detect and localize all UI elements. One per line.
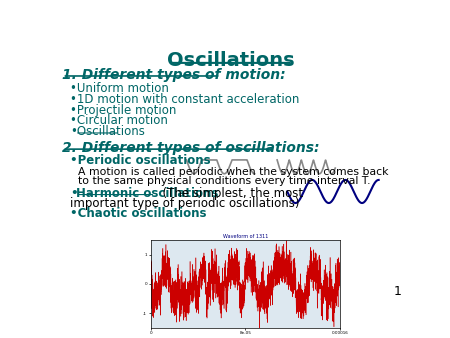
Text: (The simplest, the most: (The simplest, the most	[155, 187, 303, 200]
Text: •: •	[70, 187, 78, 200]
Text: A motion is called periodic when the system comes back: A motion is called periodic when the sys…	[78, 167, 388, 177]
Text: •Projectile motion: •Projectile motion	[70, 104, 176, 117]
Text: •Uniform motion: •Uniform motion	[70, 82, 169, 95]
Text: •Chaotic oscillations: •Chaotic oscillations	[70, 207, 207, 220]
Text: important type of periodic oscillations): important type of periodic oscillations)	[70, 197, 300, 210]
Text: to the same physical conditions every time interval T.: to the same physical conditions every ti…	[78, 176, 370, 186]
Text: 1. Different types of motion:: 1. Different types of motion:	[63, 68, 286, 81]
Text: •1D motion with constant acceleration: •1D motion with constant acceleration	[70, 93, 300, 106]
Text: •Oscillations: •Oscillations	[70, 125, 145, 138]
Text: Oscillations: Oscillations	[167, 51, 294, 70]
Text: 1: 1	[393, 285, 401, 298]
Text: •Circular motion: •Circular motion	[70, 115, 168, 127]
Text: Harmonic oscillations: Harmonic oscillations	[76, 187, 219, 200]
Text: •Periodic oscillations: •Periodic oscillations	[70, 154, 211, 167]
Title: Waveform of 1311: Waveform of 1311	[223, 234, 268, 239]
Text: 2. Different types of oscillations:: 2. Different types of oscillations:	[63, 141, 320, 155]
